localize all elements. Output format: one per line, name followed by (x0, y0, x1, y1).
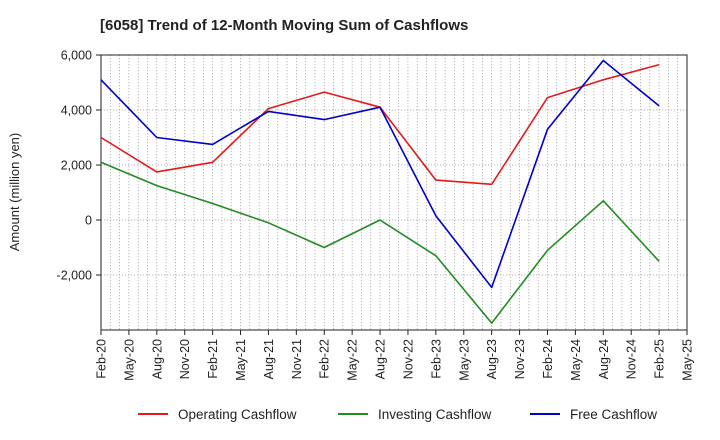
x-tick-label: Nov-20 (178, 339, 192, 379)
x-tick-label: Aug-22 (374, 339, 388, 379)
x-tick-label: Nov-21 (290, 339, 304, 379)
y-tick-label: 0 (85, 214, 92, 228)
x-tick-label: Aug-24 (597, 339, 611, 379)
grid (101, 54, 687, 330)
x-tick-label: May-20 (122, 339, 136, 381)
y-axis-title: Amount (million yen) (7, 133, 22, 252)
y-tick-label: 6,000 (61, 49, 92, 63)
plot-area (100, 54, 688, 331)
x-tick-label: Aug-20 (150, 339, 164, 379)
y-tick-label: 2,000 (61, 159, 92, 173)
x-tick-label: May-25 (681, 339, 695, 381)
legend-label: Operating Cashflow (178, 407, 297, 422)
x-tick-label: May-24 (569, 339, 583, 381)
y-tick-label: -2,000 (57, 269, 92, 283)
x-tick-label: Aug-21 (262, 339, 276, 379)
legend: Operating Cashflow Investing Cashflow Free… (138, 407, 657, 422)
series-line-investing-cashflow (100, 161, 660, 324)
x-tick-label: Feb-23 (429, 339, 443, 379)
x-tick-label: Nov-24 (625, 339, 639, 379)
y-tick-label: 4,000 (61, 104, 92, 118)
legend-label: Free Cashflow (570, 407, 657, 422)
x-tick-label: Aug-23 (485, 339, 499, 379)
x-tick-label: Feb-20 (95, 339, 109, 379)
legend-label: Investing Cashflow (378, 407, 492, 422)
chart-title: [6058] Trend of 12-Month Moving Sum of C… (100, 17, 468, 34)
x-tick-label: May-22 (346, 339, 360, 381)
x-tick-label: Feb-25 (653, 339, 667, 379)
x-axis-ticks: Feb-20 May-20 Aug-20 Nov-20 Feb-21 May-21 Aug-… (95, 330, 695, 381)
x-tick-label: Nov-23 (513, 339, 527, 379)
x-tick-label: May-21 (234, 339, 248, 381)
x-tick-label: Feb-21 (206, 339, 220, 379)
x-tick-label: Feb-22 (318, 339, 332, 379)
series-line-free-cashflow (100, 59, 660, 289)
x-tick-label: May-23 (457, 339, 471, 381)
x-tick-label: Feb-24 (541, 339, 555, 379)
x-tick-label: Nov-22 (401, 339, 415, 379)
y-axis-ticks: 6,000 4,000 2,000 0 -2,000 (57, 49, 101, 283)
series-lines (100, 59, 660, 324)
